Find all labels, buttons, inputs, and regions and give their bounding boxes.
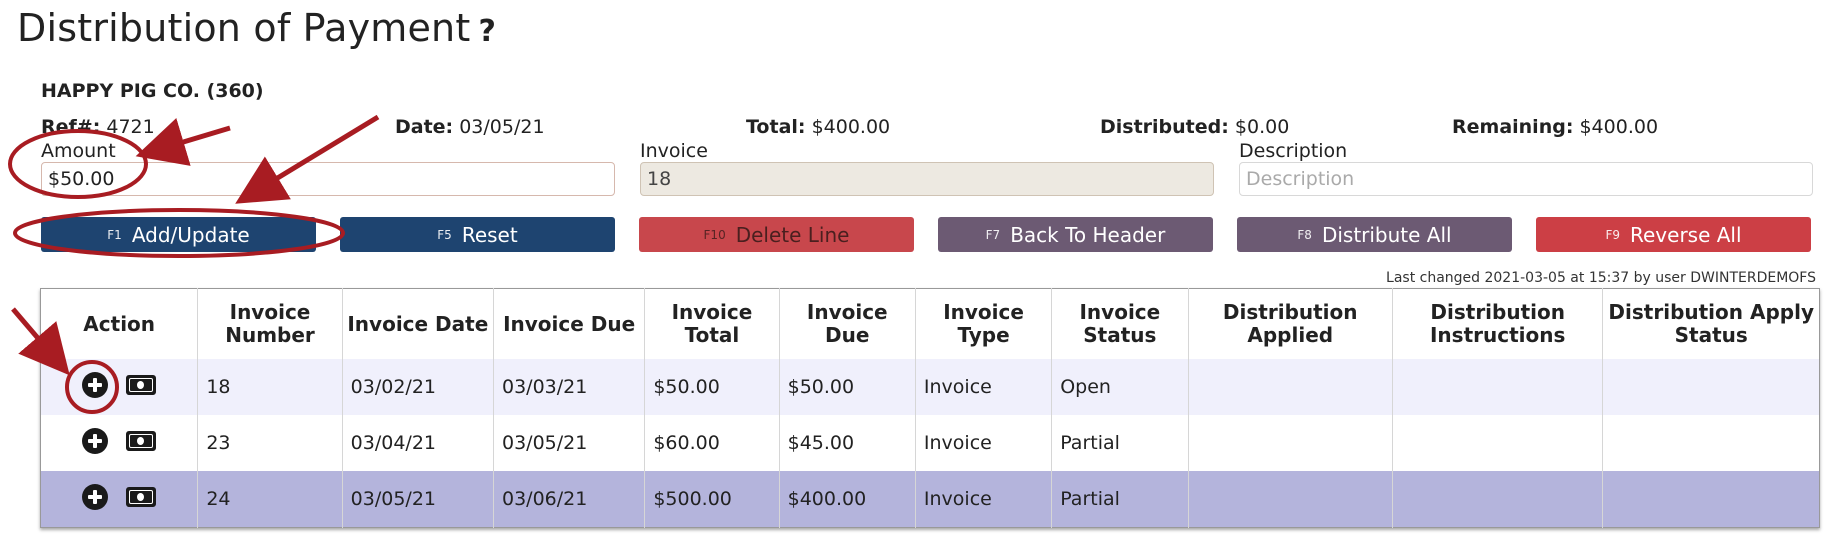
cell-distribution-instructions [1391,359,1603,415]
cell-invoice-due-date: 03/06/21 [492,471,645,528]
cell-invoice-status: Partial [1051,471,1188,528]
amount-field[interactable] [41,162,615,196]
table-header-row: Action Invoice Number Invoice Date Invoi… [40,288,1820,359]
cell-invoice-date: 03/05/21 [341,471,494,528]
ref-info: Ref#: 4721 [41,116,155,138]
plus-circle-icon[interactable] [82,371,109,398]
cell-distribution-instructions [1391,415,1603,471]
invoice-field[interactable] [640,162,1214,196]
invoice-label: Invoice [640,140,708,162]
add-update-button[interactable]: F1 Add/Update [41,217,316,252]
cell-invoice-total: $50.00 [644,359,780,415]
column-header-distribution-applied: Distribution Applied [1187,288,1393,359]
reverse-all-button[interactable]: F9 Reverse All [1536,217,1811,252]
amount-arrow [135,117,231,166]
page-title: Distribution of Payment? [17,6,497,50]
customer-name: HAPPY PIG CO. (360) [41,80,264,102]
table-row[interactable]: 23 03/04/21 03/05/21 $60.00 $45.00 Invoi… [40,415,1820,471]
plus-circle-icon[interactable] [82,427,109,454]
invoice-table: Action Invoice Number Invoice Date Invoi… [40,288,1820,528]
cell-invoice-number: 24 [197,471,343,528]
table-row[interactable]: 18 03/02/21 03/03/21 $50.00 $50.00 Invoi… [40,359,1820,415]
column-header-invoice-type: Invoice Type [914,288,1052,359]
column-header-invoice-number: Invoice Number [197,288,343,359]
help-icon[interactable]: ? [478,14,497,49]
cell-distribution-applied [1187,415,1393,471]
money-bill-icon[interactable] [126,430,157,451]
distribute-all-button[interactable]: F8 Distribute All [1237,217,1512,252]
cell-invoice-status: Partial [1051,415,1188,471]
cell-invoice-due-date: 03/05/21 [492,415,645,471]
money-bill-icon[interactable] [126,486,157,507]
cell-invoice-type: Invoice [914,471,1052,528]
cell-invoice-number: 23 [197,415,343,471]
money-bill-icon[interactable] [126,374,157,395]
table-row[interactable]: 24 03/05/21 03/06/21 $500.00 $400.00 Inv… [40,471,1820,528]
cell-distribution-applied [1187,359,1393,415]
cell-distribution-instructions [1391,471,1603,528]
cell-distribution-applied [1187,471,1393,528]
cell-invoice-due: $45.00 [778,415,916,471]
last-changed-text: Last changed 2021-03-05 at 15:37 by user… [1386,270,1816,286]
cell-invoice-total: $500.00 [644,471,780,528]
cell-distribution-apply-status [1602,359,1820,415]
cell-invoice-status: Open [1051,359,1188,415]
column-header-invoice-total: Invoice Total [644,288,780,359]
amount-label: Amount [41,140,116,162]
column-header-distribution-instructions: Distribution Instructions [1391,288,1603,359]
cell-invoice-total: $60.00 [644,415,780,471]
cell-invoice-date: 03/02/21 [341,359,494,415]
cell-invoice-due: $50.00 [778,359,916,415]
cell-invoice-type: Invoice [914,415,1052,471]
remaining-info: Remaining: $400.00 [1452,116,1659,138]
cell-distribution-apply-status [1602,415,1820,471]
total-info: Total: $400.00 [746,116,891,138]
delete-line-button[interactable]: F10 Delete Line [639,217,914,252]
plus-circle-icon[interactable] [82,483,109,510]
column-header-invoice-status: Invoice Status [1051,288,1188,359]
cell-invoice-due-date: 03/03/21 [492,359,645,415]
date-info: Date: 03/05/21 [395,116,545,138]
row-actions [40,415,198,471]
back-to-header-button[interactable]: F7 Back To Header [938,217,1213,252]
distributed-info: Distributed: $0.00 [1100,116,1290,138]
column-header-invoice-date: Invoice Date [341,288,494,359]
column-header-action: Action [40,288,198,359]
row-actions [40,471,198,528]
column-header-distribution-apply-status: Distribution Apply Status [1602,288,1820,359]
column-header-invoice-due-date: Invoice Due [492,288,645,359]
row-actions [40,359,198,415]
reset-button[interactable]: F5 Reset [340,217,615,252]
cell-invoice-date: 03/04/21 [341,415,494,471]
cell-invoice-number: 18 [197,359,343,415]
cell-invoice-due: $400.00 [778,471,916,528]
description-label: Description [1239,140,1348,162]
cell-distribution-apply-status [1602,471,1820,528]
column-header-invoice-due: Invoice Due [778,288,916,359]
cell-invoice-type: Invoice [914,359,1052,415]
description-field[interactable] [1239,162,1813,196]
